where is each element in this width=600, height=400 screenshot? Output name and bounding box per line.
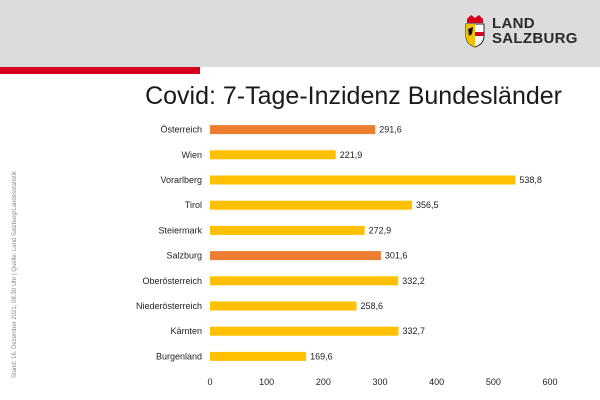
category-label: Oberösterreich — [142, 276, 202, 286]
bar — [210, 251, 381, 261]
data-label: 169,6 — [310, 351, 333, 361]
data-label: 291,6 — [379, 125, 402, 135]
data-label: 538,8 — [519, 175, 542, 185]
data-label: 258,6 — [361, 301, 384, 311]
category-label: Wien — [181, 150, 202, 160]
bar — [210, 326, 399, 336]
data-label: 272,9 — [369, 225, 392, 235]
x-tick-label: 200 — [316, 377, 331, 387]
x-tick-label: 400 — [429, 377, 444, 387]
logo-line-1: LAND — [492, 15, 535, 32]
data-label: 356,5 — [416, 200, 439, 210]
category-label: Vorarlberg — [160, 175, 202, 185]
x-tick-label: 300 — [372, 377, 387, 387]
bar — [210, 125, 376, 135]
x-tick-label: 100 — [259, 377, 274, 387]
data-label: 301,6 — [385, 251, 408, 261]
data-label: 221,9 — [340, 150, 363, 160]
category-label: Burgenland — [156, 351, 202, 361]
x-tick-label: 500 — [486, 377, 501, 387]
category-label: Österreich — [160, 125, 202, 135]
x-tick-label: 0 — [207, 377, 212, 387]
land-salzburg-logo: LAND SALZBURG — [464, 14, 578, 48]
x-tick-label: 600 — [542, 377, 557, 387]
bar — [210, 200, 413, 210]
bar — [210, 351, 307, 361]
bar — [210, 150, 336, 160]
bar — [210, 276, 399, 286]
accent-bar — [0, 67, 200, 74]
coat-of-arms-icon — [465, 15, 485, 48]
category-label: Kärnten — [170, 326, 202, 336]
bar — [210, 175, 516, 185]
header-band — [0, 0, 600, 67]
category-label: Salzburg — [166, 251, 202, 261]
data-label: 332,2 — [402, 276, 425, 286]
bar — [210, 301, 357, 311]
category-label: Tirol — [185, 200, 202, 210]
bar — [210, 225, 365, 235]
data-label: 332,7 — [403, 326, 426, 336]
chart-title: Covid: 7-Tage-Inzidenz Bundesländer — [145, 82, 562, 110]
category-label: Steiermark — [158, 225, 202, 235]
logo-line-2: SALZBURG — [492, 30, 578, 47]
category-label: Niederösterreich — [136, 301, 202, 311]
